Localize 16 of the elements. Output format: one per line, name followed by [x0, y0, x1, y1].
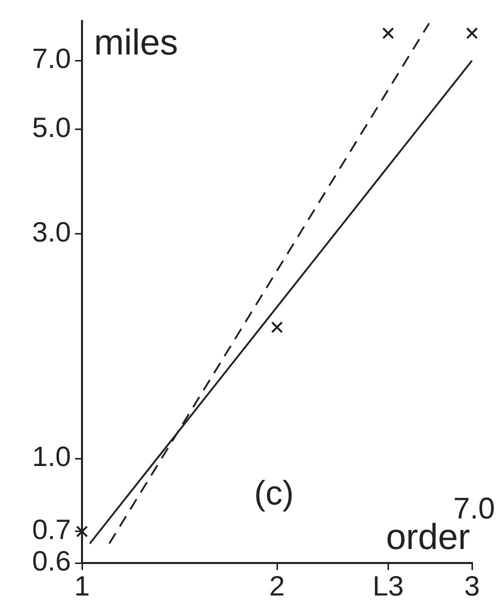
y-tick-label: 5.0	[32, 112, 71, 144]
x-tick-label: L3	[372, 570, 404, 602]
x-tick-label: 3	[464, 570, 480, 602]
y-axis-title: miles	[94, 22, 178, 63]
point	[76, 526, 88, 538]
annotation: (c)	[254, 474, 294, 512]
x-tick-label: 1	[74, 570, 90, 602]
y-tick-label: 1.0	[32, 441, 71, 472]
y-tick-label: 0.6	[32, 546, 71, 577]
point	[382, 27, 394, 40]
point	[466, 27, 478, 40]
y-tick-label: 7.0	[32, 43, 71, 74]
y-tick-label: 3.0	[32, 216, 71, 248]
point	[271, 321, 283, 334]
x-tick-label: 2	[269, 570, 285, 602]
y-tick-label: 0.7	[32, 514, 71, 546]
